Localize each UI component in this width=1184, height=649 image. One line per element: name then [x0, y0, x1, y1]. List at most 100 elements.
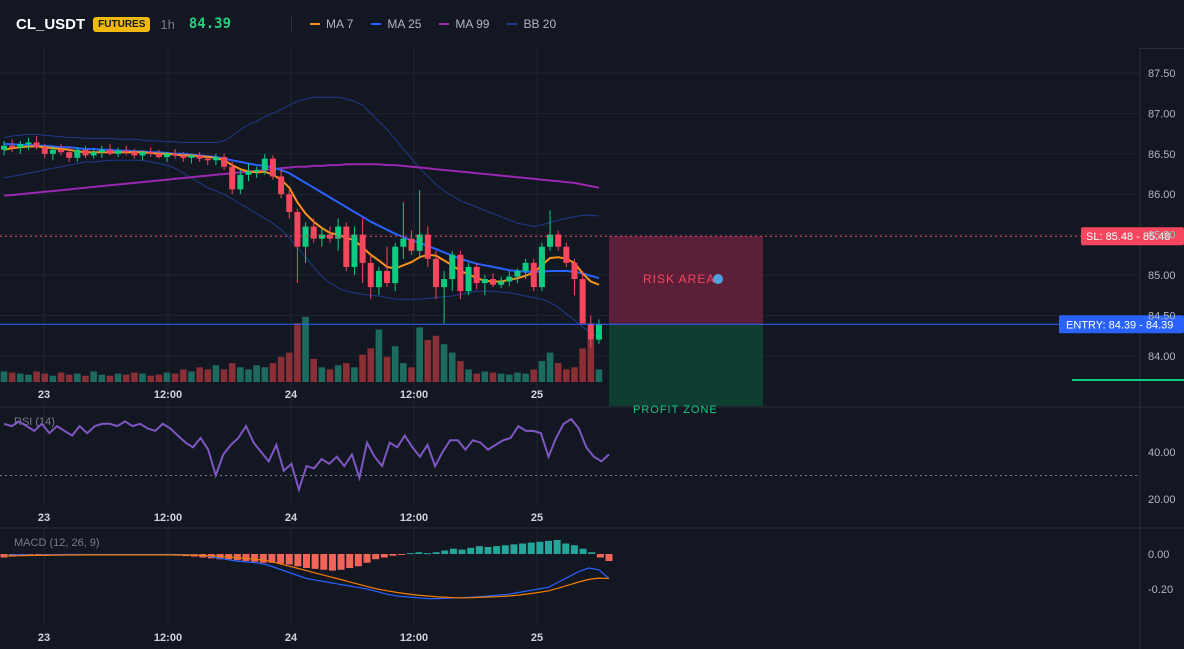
- volume-bar: [571, 367, 578, 382]
- candlesticks: [1, 136, 602, 348]
- rsi-tick-label: 40.00: [1148, 447, 1176, 459]
- candle-body: [9, 145, 16, 148]
- macd-title: MACD (12, 26, 9): [14, 537, 100, 549]
- candle-body: [106, 149, 113, 154]
- volume-bar: [334, 365, 342, 382]
- price-tick-label: 86.50: [1148, 149, 1176, 161]
- volume-bar: [579, 348, 586, 382]
- candle-body: [335, 226, 342, 239]
- symbol-name[interactable]: CL_USDT: [16, 15, 86, 33]
- volume-bar: [82, 375, 89, 382]
- candle-body: [17, 144, 24, 148]
- volume-bar: [122, 374, 130, 382]
- timeframe-selector[interactable]: 1h: [160, 16, 175, 32]
- indicator-legend: MA 7 MA 25 MA 99 BB 20: [310, 17, 574, 31]
- candle-body: [229, 166, 236, 190]
- volume-bar: [522, 373, 529, 382]
- market-type-badge: FUTURES: [93, 16, 151, 32]
- candle-body: [25, 142, 32, 145]
- volume-bar: [563, 369, 570, 382]
- bb-lower-line: [3, 159, 600, 339]
- volume-bar: [310, 358, 317, 382]
- legend-ma99[interactable]: MA 99: [439, 17, 489, 31]
- legend-swatch: [371, 23, 382, 25]
- candle-body: [595, 324, 602, 340]
- macd-histogram-bar: [501, 545, 509, 554]
- volume-bar: [367, 348, 375, 382]
- macd-histogram-bar: [294, 554, 302, 567]
- volume-bar: [481, 371, 489, 382]
- macd-histogram-bar: [475, 546, 483, 554]
- legend-swatch: [507, 23, 518, 25]
- candle-body: [196, 155, 203, 159]
- time-tick-label: 12:00: [400, 512, 428, 524]
- candle-body: [294, 211, 301, 247]
- profit-zone: [609, 324, 763, 406]
- candle-body: [375, 270, 382, 288]
- volume-bar: [25, 374, 32, 382]
- volume-bar: [220, 369, 228, 382]
- candle-body: [392, 246, 399, 284]
- volume-bar: [424, 340, 432, 382]
- volume-bar: [147, 375, 154, 382]
- volume-bar: [302, 316, 309, 382]
- candle-body: [416, 234, 423, 251]
- risk-zone: [609, 236, 763, 325]
- candle-body: [82, 149, 89, 156]
- macd-histogram-bar: [605, 554, 613, 561]
- volume-bar: [139, 373, 146, 382]
- candle-body: [514, 270, 521, 277]
- candle-body: [432, 258, 439, 288]
- candle-body: [530, 262, 537, 288]
- rsi-line: [3, 417, 610, 494]
- volume-bar: [269, 363, 277, 382]
- profit-area-label: PROFIT ZONE: [633, 404, 718, 416]
- volume-bar: [359, 354, 366, 382]
- candle-body: [579, 279, 586, 324]
- candle-body: [449, 254, 456, 280]
- macd-histogram-bar: [588, 552, 596, 554]
- volume-bar: [188, 371, 195, 382]
- candle-body: [74, 149, 81, 158]
- volume-bar: [416, 327, 423, 382]
- volume-bar: [106, 375, 114, 382]
- candle-body: [123, 150, 130, 153]
- volume-bar: [212, 365, 220, 382]
- candle-body: [98, 149, 105, 153]
- legend-ma25[interactable]: MA 25: [371, 17, 421, 31]
- macd-histogram-bar: [484, 547, 492, 554]
- bb-upper-line: [3, 96, 600, 228]
- macd-histogram-bar: [389, 554, 397, 556]
- volume-bar: [131, 372, 138, 382]
- volume-bar: [546, 352, 554, 382]
- macd-histogram-bar: [527, 542, 535, 554]
- volume-bar: [253, 365, 260, 382]
- time-tick-label: 23: [38, 632, 50, 644]
- candle-body: [506, 276, 513, 282]
- price-tick-label: 87.00: [1148, 108, 1176, 120]
- volume-bar: [114, 373, 122, 382]
- volume-bar: [318, 367, 326, 382]
- candle-body: [245, 171, 252, 175]
- legend-bb20[interactable]: BB 20: [507, 17, 556, 31]
- volume-bar: [408, 367, 415, 382]
- volume-bar: [49, 375, 57, 382]
- macd-histogram-bar: [596, 554, 604, 558]
- candle-body: [131, 152, 138, 156]
- volume-bar: [90, 371, 97, 382]
- candle-body: [180, 155, 187, 158]
- macd-histogram-bar: [519, 543, 527, 554]
- volume-bar: [171, 373, 179, 382]
- entry-price-text: ENTRY: 84.39 - 84.39: [1066, 319, 1173, 331]
- volume-bar: [587, 340, 595, 382]
- volume-bar: [180, 369, 187, 382]
- candle-body: [490, 279, 496, 285]
- candle-body: [310, 226, 317, 239]
- macd-tick-label: 0.00: [1148, 549, 1169, 561]
- candle-body: [155, 153, 162, 158]
- volume-bar: [155, 374, 163, 382]
- legend-ma7[interactable]: MA 7: [310, 17, 353, 31]
- candle-body: [367, 262, 374, 288]
- volume-bar: [204, 369, 212, 382]
